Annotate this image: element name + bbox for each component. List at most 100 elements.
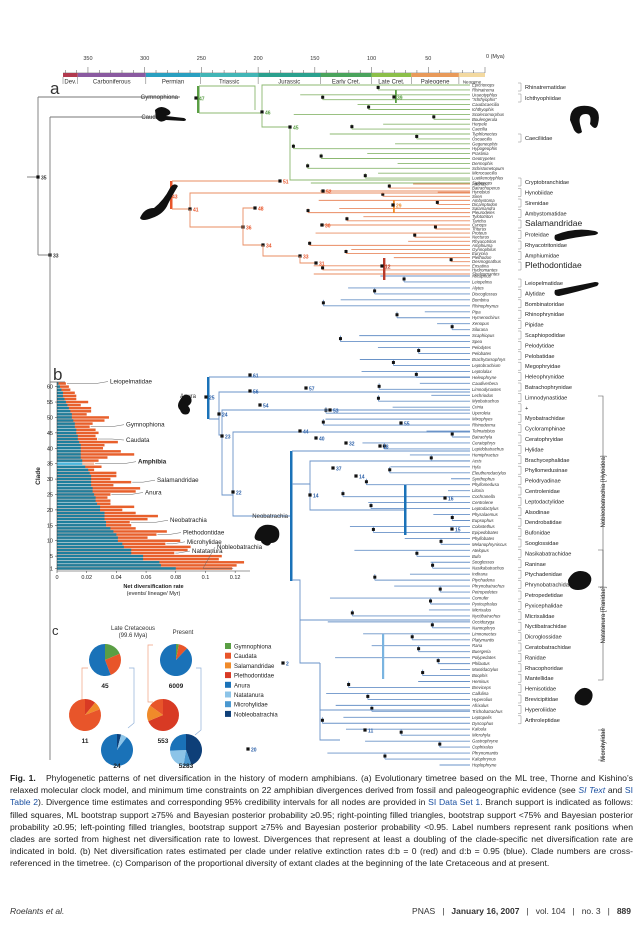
rate-shift-bar xyxy=(197,86,200,113)
branch xyxy=(292,579,320,664)
timescale-tick-label: 100 xyxy=(367,56,376,62)
y-tick-label: 55 xyxy=(47,400,53,406)
period-label: Triassic xyxy=(219,80,239,85)
node-rank-label: 12 xyxy=(385,265,391,271)
taxon-label: Leptobrachium xyxy=(472,363,501,368)
x-tick-label: 0.04 xyxy=(111,575,122,581)
family-label: Leptodactylidae xyxy=(525,499,564,505)
legend-swatch xyxy=(225,672,231,679)
bar-dbzero xyxy=(57,397,77,401)
support-square xyxy=(431,563,435,567)
family-bracket xyxy=(518,549,522,558)
node-rank-label: 18 xyxy=(383,445,389,451)
taxon-label: Hyla xyxy=(472,464,481,469)
bar-dbzero xyxy=(57,406,92,410)
node-rank-label: 16 xyxy=(448,497,454,503)
family-bracket xyxy=(518,673,522,683)
family-label: Dicroglossidae xyxy=(525,635,562,641)
support-square xyxy=(308,241,312,245)
bar-dbhigh xyxy=(57,527,111,530)
family-label: Myobatrachidae xyxy=(525,416,565,422)
taxon-label: Epicrionops xyxy=(472,83,495,88)
taxon-label: Limnonectes xyxy=(472,631,497,636)
support-square xyxy=(435,200,439,204)
period-bar xyxy=(63,73,78,77)
family-bracket xyxy=(518,240,522,250)
bar-dbhigh xyxy=(57,502,98,505)
support-square xyxy=(347,682,351,686)
family-bracket xyxy=(518,476,522,485)
taxon-label: Microcaecilia xyxy=(472,171,497,176)
bar-dbhigh xyxy=(57,480,92,484)
si-dataset-link[interactable]: SI Data Set 1 xyxy=(428,797,481,808)
taxon-label: Eupsophus xyxy=(472,518,494,523)
taxon-label: Centrolene xyxy=(472,500,494,505)
legend-swatch xyxy=(225,710,231,717)
bar-dbhigh xyxy=(57,524,106,527)
bar-dbhigh xyxy=(57,385,60,388)
branch xyxy=(292,460,470,485)
pie-left-title-2: (99.6 Mya) xyxy=(119,633,148,639)
support-square xyxy=(278,179,282,183)
pie-total-label: 45 xyxy=(101,683,109,690)
annotation-leader xyxy=(166,541,186,545)
pie-connector xyxy=(194,667,202,736)
panel-c-letter: c xyxy=(52,623,59,638)
clade-label-gymnophiona: Gymnophiona xyxy=(141,95,179,101)
timescale-tick-label: 300 xyxy=(140,56,149,62)
node-rank-label: 34 xyxy=(266,244,272,250)
pie-slice-nobleobatrachia xyxy=(117,734,122,750)
node-rank-label: 48 xyxy=(258,207,264,213)
microhylidae-label: Microhylidae xyxy=(601,728,607,762)
taxon-label: Bombina xyxy=(472,297,490,302)
caption-fig-number: Fig. 1. xyxy=(10,773,36,783)
taxon-label: Crinia xyxy=(472,405,484,410)
node-rank-label: 22 xyxy=(236,491,242,497)
node-rank-label: 55 xyxy=(404,422,410,428)
period-label: Neogene xyxy=(463,80,482,85)
taxon-label: Hymenochirus xyxy=(472,315,500,320)
support-square xyxy=(350,125,354,129)
geologic-timescale: 350 300 250 200 150 100 50 Dev. Carboniferous Pe… xyxy=(62,54,505,85)
taxon-label: Nyctibatrachus xyxy=(472,613,501,618)
node-rank-label: 39 xyxy=(397,96,403,102)
support-square xyxy=(399,421,403,425)
taxon-label: Pleurodeles xyxy=(472,210,496,215)
bar-dbhigh xyxy=(57,397,65,401)
pie-slice-gymnophiona xyxy=(105,644,120,660)
family-label: Ptychadenidae xyxy=(525,572,562,578)
support-square xyxy=(413,233,417,237)
period-bar xyxy=(411,73,459,77)
bar-dbzero xyxy=(57,480,132,484)
taxon-label: Eurycea xyxy=(472,251,488,256)
bar-dbhigh xyxy=(57,425,75,428)
node-rank-label: 37 xyxy=(336,467,342,473)
si-table-link[interactable]: SI Table 2 xyxy=(10,785,633,808)
taxon-label: Indirana xyxy=(472,572,488,577)
support-square xyxy=(399,730,403,734)
family-label: Mantellidae xyxy=(525,676,554,682)
pie-slice-anura xyxy=(89,644,111,676)
annotation-label: Nobleobatrachia xyxy=(217,544,263,551)
bar-dbzero xyxy=(57,403,81,407)
node-rank-label: 53 xyxy=(333,409,339,415)
family-label: Hyperoliidae xyxy=(525,707,556,713)
bar-dbzero xyxy=(57,391,75,395)
taxon-label: Silurana xyxy=(472,327,488,332)
bar-dbhigh xyxy=(57,490,93,493)
taxon-label: Typhlonectes xyxy=(472,132,498,137)
legend-label: Caudata xyxy=(234,654,257,660)
pie-total-label: 11 xyxy=(82,738,89,745)
family-bracket xyxy=(518,663,522,673)
ranoidea-label: Natatanura [Ranidae] xyxy=(601,586,607,643)
family-label: Hemisotidae xyxy=(525,687,556,693)
family-bracket xyxy=(518,82,522,92)
annotation-leader xyxy=(175,550,191,554)
taxon-label: Pyxicephalus xyxy=(472,601,498,606)
support-square xyxy=(291,144,295,148)
legend-swatch xyxy=(225,652,231,659)
si-text-link[interactable]: SI Text xyxy=(578,785,606,796)
y-axis-title: Clade xyxy=(35,467,42,485)
support-square xyxy=(363,174,367,178)
taxon-label: Batrachuperus xyxy=(472,186,501,191)
